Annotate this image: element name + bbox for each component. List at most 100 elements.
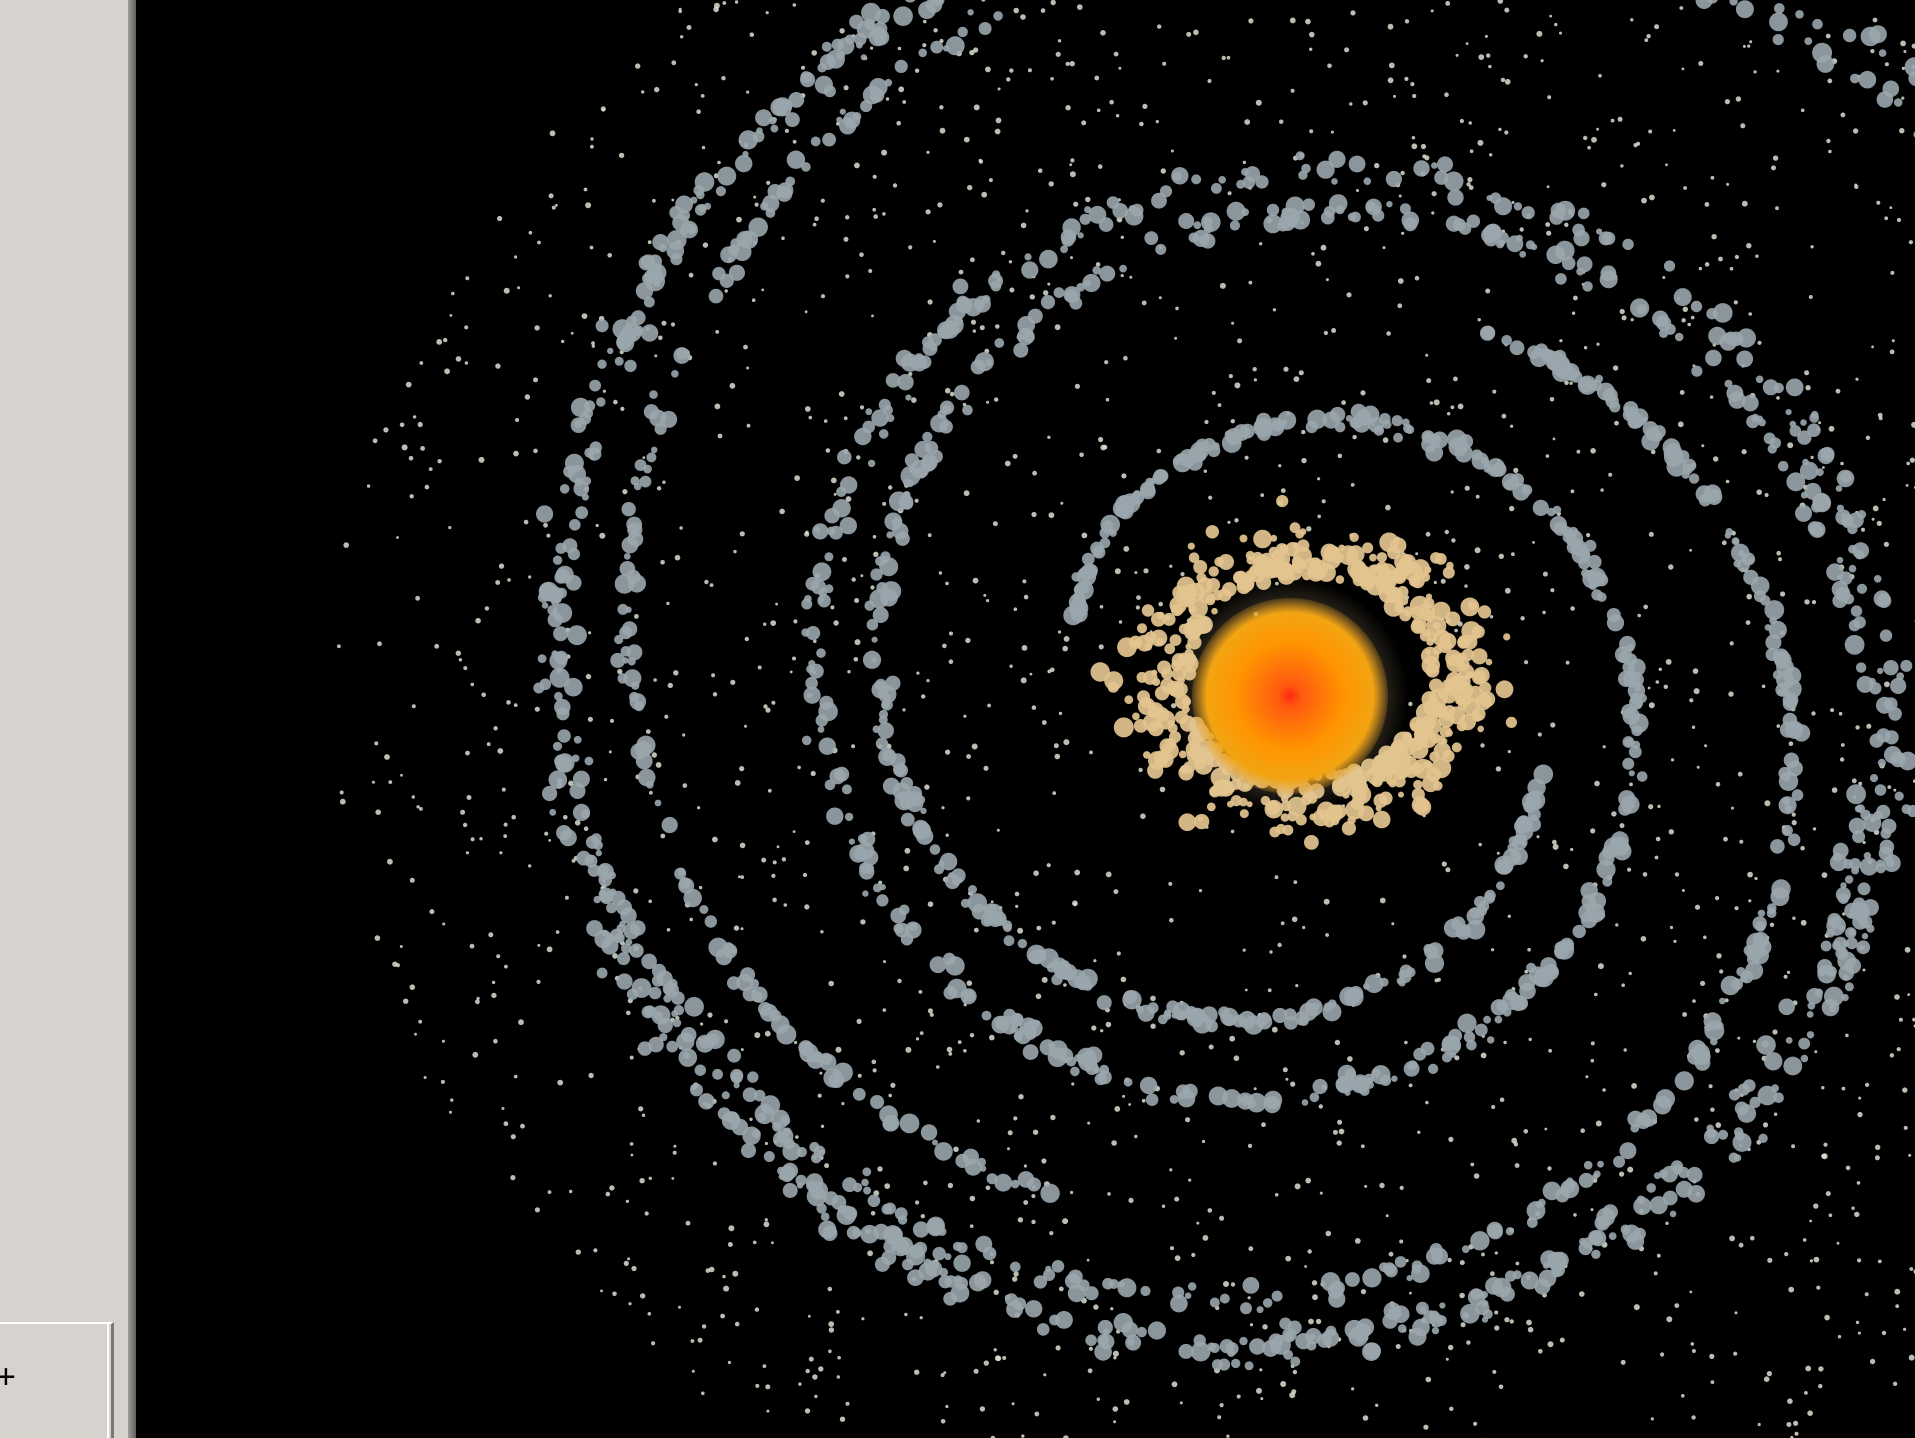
field-star (607, 253, 612, 258)
field-star (564, 895, 569, 900)
field-star (1906, 461, 1910, 466)
field-star (1307, 1249, 1312, 1254)
arm-particle (1461, 1245, 1470, 1253)
arm-particle (1099, 1064, 1110, 1075)
field-star (1745, 620, 1751, 625)
field-star (1055, 51, 1061, 57)
arm-particle (1792, 724, 1811, 742)
arm-particle (1242, 176, 1256, 189)
field-star (682, 733, 686, 737)
arm-particle (1598, 231, 1613, 246)
field-star (1559, 1337, 1565, 1343)
field-star (872, 1068, 877, 1073)
field-star (981, 0, 986, 2)
field-star (970, 319, 977, 325)
arm-particle (872, 883, 882, 893)
field-star (1504, 587, 1511, 594)
field-star (1733, 300, 1738, 305)
arm-particle (627, 522, 643, 538)
field-star (1734, 254, 1739, 260)
field-star (608, 750, 612, 754)
expand-panel-button[interactable]: + (0, 1322, 114, 1438)
field-star (1247, 1296, 1251, 1300)
arm-particle (1520, 1271, 1539, 1290)
field-star (503, 834, 508, 838)
arm-particle (1405, 425, 1415, 435)
field-star (761, 857, 767, 863)
arm-particle (1058, 1048, 1074, 1063)
field-star (915, 1037, 920, 1041)
field-star (1687, 322, 1691, 327)
field-star (1459, 118, 1464, 124)
field-star (1653, 1271, 1658, 1276)
arm-particle (1802, 458, 1809, 466)
arm-particle (622, 657, 629, 664)
field-star (915, 1200, 920, 1205)
arm-particle (1868, 677, 1876, 686)
field-star (1878, 416, 1883, 421)
arm-particle (593, 840, 603, 851)
field-star (1776, 396, 1780, 400)
arm-particle (671, 991, 685, 1005)
arm-particle (1612, 839, 1630, 856)
field-star (908, 245, 913, 250)
field-star (1552, 843, 1559, 850)
field-star (691, 1369, 695, 1373)
field-star (798, 1382, 802, 1386)
arm-particle (1077, 1279, 1090, 1292)
field-star (1874, 1155, 1880, 1161)
field-star (1740, 123, 1746, 129)
arm-particle (1448, 1028, 1463, 1043)
field-star (575, 1249, 581, 1255)
field-star (670, 322, 676, 327)
ring-particle (1396, 586, 1409, 598)
field-star (1360, 1144, 1365, 1149)
ring-particle (1451, 742, 1462, 753)
arm-particle (894, 1207, 908, 1220)
field-star (765, 11, 769, 15)
arm-particle (1733, 1127, 1744, 1137)
field-star (1404, 1040, 1408, 1045)
field-star (1331, 328, 1337, 333)
arm-particle (1345, 1272, 1360, 1287)
field-star (436, 339, 443, 345)
ring-particle (1459, 713, 1476, 731)
field-star (1009, 68, 1014, 73)
field-star (771, 1241, 774, 1245)
simulation-canvas[interactable] (144, 0, 1915, 1438)
arm-particle (950, 1283, 970, 1303)
field-star (794, 1040, 798, 1045)
field-star (588, 1072, 594, 1079)
field-star (1668, 829, 1675, 835)
field-star (1350, 10, 1356, 16)
field-star (533, 448, 538, 454)
field-star (943, 1371, 947, 1375)
field-star (593, 1248, 598, 1253)
arm-particle (1873, 590, 1891, 607)
field-star (1814, 1050, 1818, 1054)
field-star (1726, 182, 1730, 186)
field-star (1903, 1125, 1908, 1130)
arm-particle (1820, 940, 1832, 952)
field-star (789, 670, 793, 674)
arm-particle (1579, 377, 1594, 393)
field-star (528, 230, 533, 235)
field-star (1477, 139, 1484, 146)
arm-particle (1344, 1089, 1351, 1096)
arm-particle (856, 41, 863, 49)
field-star (1260, 1397, 1264, 1401)
field-star (715, 330, 720, 334)
field-star (1430, 9, 1434, 13)
arm-particle (1154, 469, 1169, 483)
field-star (1718, 256, 1723, 262)
field-star (1648, 702, 1655, 709)
field-star (1511, 552, 1515, 557)
field-star (1409, 1291, 1412, 1295)
field-star (764, 1141, 769, 1146)
field-star (1655, 836, 1661, 842)
field-star (966, 754, 971, 759)
arm-particle (1728, 1089, 1741, 1101)
field-star (444, 368, 450, 375)
arm-particle (1742, 394, 1759, 412)
arm-particle (648, 1036, 664, 1053)
